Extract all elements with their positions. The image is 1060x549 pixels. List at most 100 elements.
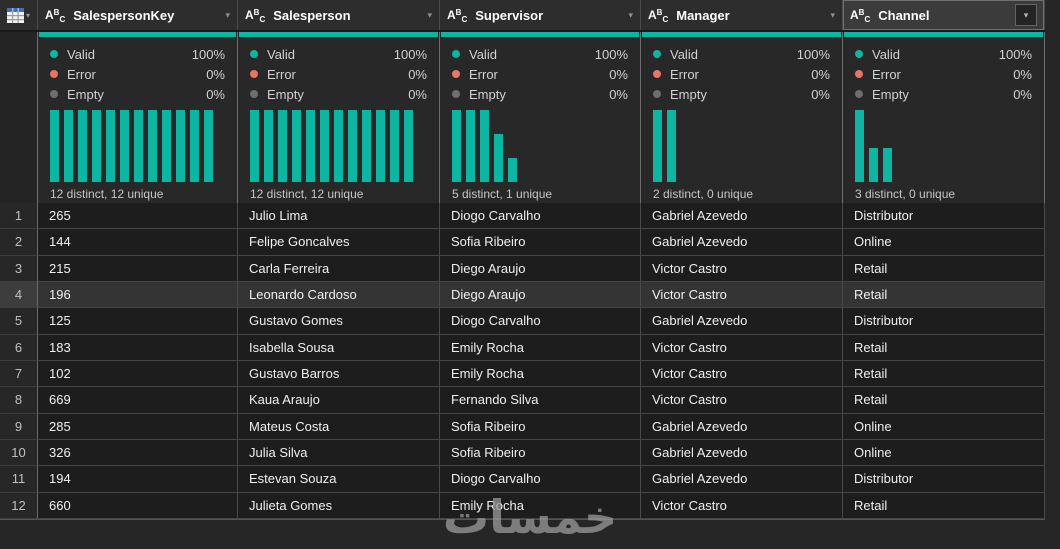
table-row[interactable]: 11 194 Estevan Souza Diogo Carvalho Gabriel … [0, 466, 1045, 493]
chevron-down-icon[interactable]: ▾ [830, 9, 835, 20]
table-cell[interactable]: 669 [38, 387, 238, 414]
row-number[interactable]: 6 [0, 334, 38, 361]
table-cell[interactable]: Leonardo Cardoso [238, 281, 440, 309]
chevron-down-icon[interactable]: ▾ [427, 9, 432, 20]
table-cell[interactable]: Retail [843, 492, 1045, 519]
table-cell[interactable]: Gabriel Azevedo [641, 229, 843, 256]
table-cell[interactable]: Mateus Costa [238, 413, 440, 440]
table-cell[interactable]: Diego Araujo [440, 255, 641, 282]
table-cell[interactable]: Retail [843, 387, 1045, 414]
table-cell[interactable]: 194 [38, 466, 238, 493]
table-cell[interactable]: Carla Ferreira [238, 255, 440, 282]
table-row[interactable]: 7 102 Gustavo Barros Emily Rocha Victor Cast… [0, 360, 1045, 388]
table-cell[interactable]: 215 [38, 255, 238, 282]
column-header-manager[interactable]: ABC Manager ▾ [641, 0, 843, 30]
column-filter-button[interactable]: ▾ [1015, 4, 1037, 26]
row-number[interactable]: 8 [0, 387, 38, 414]
table-cell[interactable]: Victor Castro [641, 492, 843, 519]
row-number[interactable]: 5 [0, 308, 38, 335]
table-cell[interactable]: Gabriel Azevedo [641, 203, 843, 230]
table-cell[interactable]: 144 [38, 229, 238, 256]
table-cell[interactable]: 265 [38, 203, 238, 230]
table-cell[interactable]: Gabriel Azevedo [641, 308, 843, 335]
table-cell[interactable]: Retail [843, 334, 1045, 361]
table-row[interactable]: 4 196 Leonardo Cardoso Diego Araujo Victor C… [0, 281, 1045, 309]
value-distribution-chart[interactable] [250, 110, 427, 182]
table-cell[interactable]: Retail [843, 360, 1045, 388]
table-cell[interactable]: Diego Araujo [440, 281, 641, 309]
table-row[interactable]: 12 660 Julieta Gomes Emily Rocha Victor Cast… [0, 492, 1045, 519]
table-cell[interactable]: 102 [38, 360, 238, 388]
table-menu-button[interactable]: ▾ [0, 0, 38, 30]
table-cell[interactable]: 326 [38, 439, 238, 467]
row-number[interactable]: 3 [0, 255, 38, 282]
table-cell[interactable]: Online [843, 413, 1045, 440]
table-cell[interactable]: Felipe Goncalves [238, 229, 440, 256]
table-row[interactable]: 2 144 Felipe Goncalves Sofia Ribeiro Gabriel… [0, 229, 1045, 256]
row-number[interactable]: 11 [0, 466, 38, 493]
table-cell[interactable]: Sofia Ribeiro [440, 229, 641, 256]
table-cell[interactable]: Diogo Carvalho [440, 466, 641, 493]
table-cell[interactable]: Distributor [843, 203, 1045, 230]
table-cell[interactable]: Emily Rocha [440, 360, 641, 388]
table-cell[interactable]: Estevan Souza [238, 466, 440, 493]
table-cell[interactable]: Gustavo Barros [238, 360, 440, 388]
table-cell[interactable]: Victor Castro [641, 255, 843, 282]
table-cell[interactable]: 285 [38, 413, 238, 440]
table-cell[interactable]: Gabriel Azevedo [641, 413, 843, 440]
table-cell[interactable]: Retail [843, 281, 1045, 309]
column-header-channel[interactable]: ABC Channel ▾ [843, 0, 1045, 30]
table-cell[interactable]: 183 [38, 334, 238, 361]
table-cell[interactable]: 660 [38, 492, 238, 519]
row-number[interactable]: 4 [0, 281, 38, 309]
table-row[interactable]: 8 669 Kaua Araujo Fernando Silva Victor Cast… [0, 387, 1045, 414]
table-cell[interactable]: Emily Rocha [440, 334, 641, 361]
table-cell[interactable]: Gabriel Azevedo [641, 466, 843, 493]
value-distribution-chart[interactable] [653, 110, 830, 182]
table-row[interactable]: 10 326 Julia Silva Sofia Ribeiro Gabriel Aze… [0, 439, 1045, 467]
table-cell[interactable]: Retail [843, 255, 1045, 282]
row-number[interactable]: 1 [0, 203, 38, 230]
table-cell[interactable]: Gabriel Azevedo [641, 439, 843, 467]
table-cell[interactable]: Distributor [843, 308, 1045, 335]
table-cell[interactable]: Sofia Ribeiro [440, 413, 641, 440]
value-distribution-chart[interactable] [855, 110, 1032, 182]
table-cell[interactable]: Victor Castro [641, 281, 843, 309]
row-number[interactable]: 10 [0, 439, 38, 467]
table-cell[interactable]: Diogo Carvalho [440, 203, 641, 230]
table-row[interactable]: 9 285 Mateus Costa Sofia Ribeiro Gabriel Aze… [0, 413, 1045, 440]
table-cell[interactable]: Online [843, 229, 1045, 256]
table-cell[interactable]: Isabella Sousa [238, 334, 440, 361]
value-distribution-chart[interactable] [50, 110, 225, 182]
table-row[interactable]: 3 215 Carla Ferreira Diego Araujo Victor Cas… [0, 255, 1045, 282]
table-cell[interactable]: Victor Castro [641, 360, 843, 388]
table-row[interactable]: 6 183 Isabella Sousa Emily Rocha Victor Cast… [0, 334, 1045, 361]
value-distribution-chart[interactable] [452, 110, 628, 182]
table-cell[interactable]: Victor Castro [641, 387, 843, 414]
table-cell[interactable]: Emily Rocha [440, 492, 641, 519]
table-cell[interactable]: Kaua Araujo [238, 387, 440, 414]
table-cell[interactable]: Julia Silva [238, 439, 440, 467]
row-number[interactable]: 9 [0, 413, 38, 440]
row-number[interactable]: 2 [0, 229, 38, 256]
table-row[interactable]: 5 125 Gustavo Gomes Diogo Carvalho Gabriel A… [0, 308, 1045, 335]
table-cell[interactable]: Fernando Silva [440, 387, 641, 414]
table-cell[interactable]: Julieta Gomes [238, 492, 440, 519]
table-cell[interactable]: Julio Lima [238, 203, 440, 230]
column-header-supervisor[interactable]: ABC Supervisor ▾ [440, 0, 641, 30]
row-number[interactable]: 12 [0, 492, 38, 519]
table-cell[interactable]: 196 [38, 281, 238, 309]
table-cell[interactable]: Sofia Ribeiro [440, 439, 641, 467]
table-cell[interactable]: Online [843, 439, 1045, 467]
column-header-salesperson[interactable]: ABC Salesperson ▾ [238, 0, 440, 30]
column-header-salespersonkey[interactable]: ABC SalespersonKey ▾ [38, 0, 238, 30]
table-cell[interactable]: Victor Castro [641, 334, 843, 361]
table-cell[interactable]: Gustavo Gomes [238, 308, 440, 335]
table-row[interactable]: 1 265 Julio Lima Diogo Carvalho Gabriel Azev… [0, 203, 1045, 230]
table-cell[interactable]: Distributor [843, 466, 1045, 493]
chevron-down-icon[interactable]: ▾ [225, 9, 230, 20]
table-cell[interactable]: Diogo Carvalho [440, 308, 641, 335]
row-number[interactable]: 7 [0, 360, 38, 388]
chevron-down-icon[interactable]: ▾ [628, 9, 633, 20]
table-cell[interactable]: 125 [38, 308, 238, 335]
